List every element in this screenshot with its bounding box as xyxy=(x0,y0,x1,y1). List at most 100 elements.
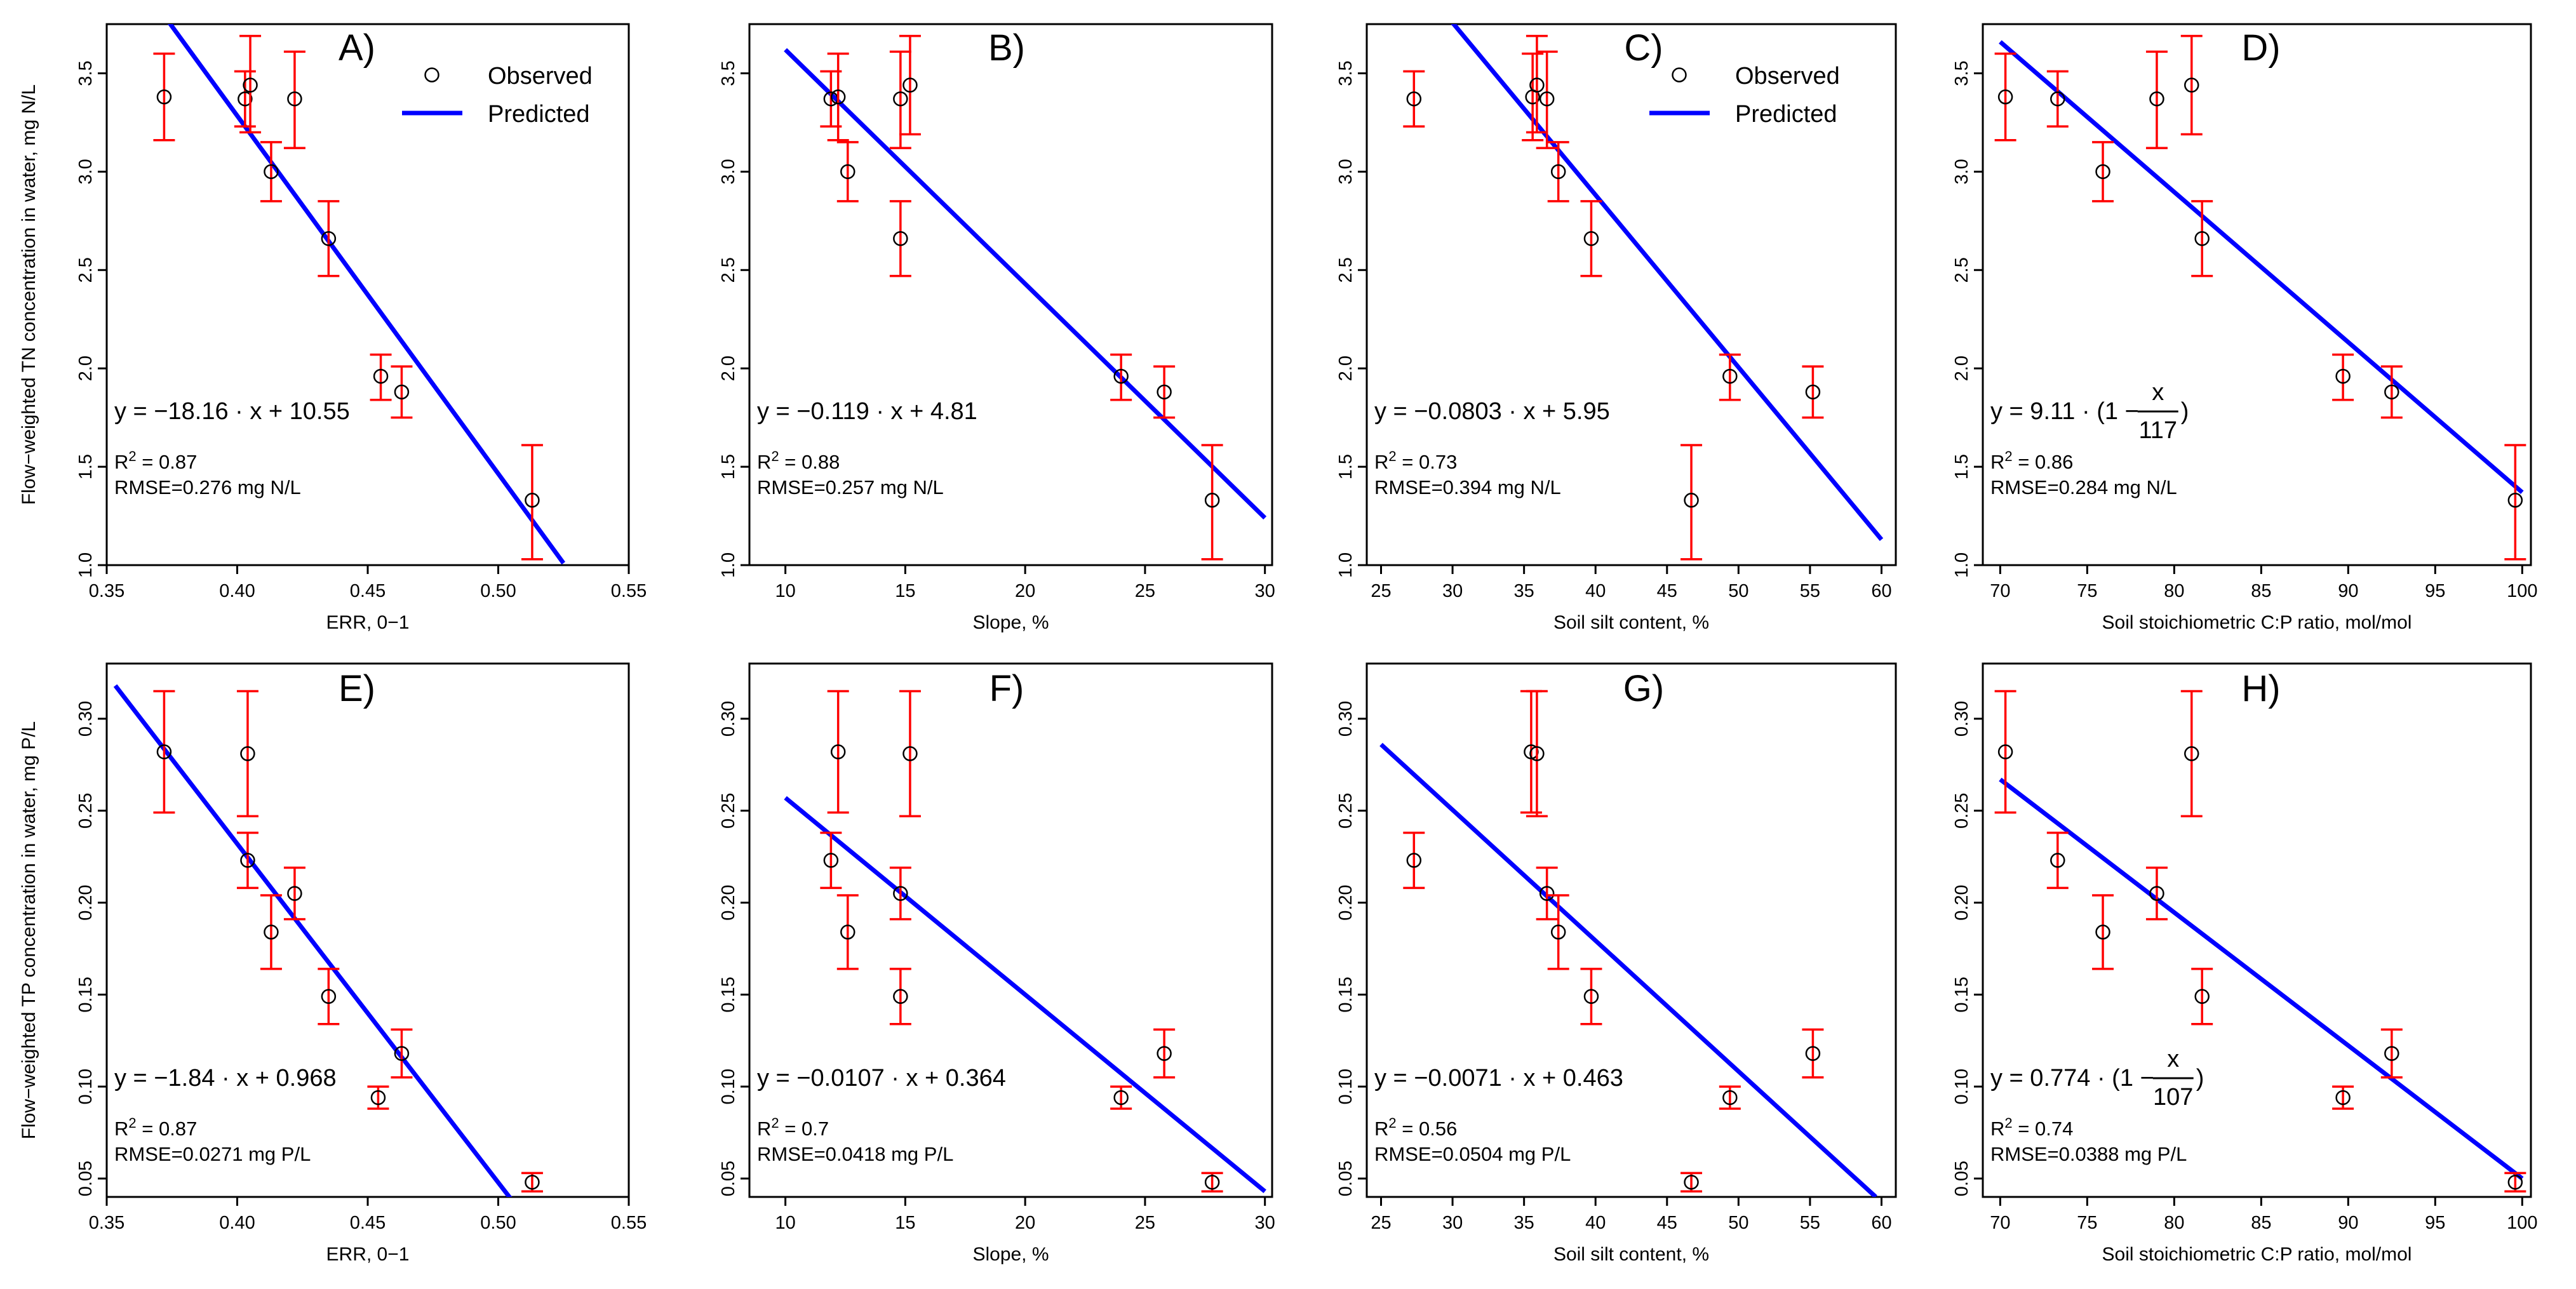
panel-g-r-squared: R2 = 0.56 xyxy=(1374,1115,1457,1140)
panel-c-errorbar xyxy=(1536,50,1558,149)
panel-c-x-tick-label: 55 xyxy=(1800,581,1820,601)
panel-b-observed-point xyxy=(1113,368,1129,384)
panel-f-x-tick-label: 20 xyxy=(1015,1213,1035,1233)
panel-h-errorbar xyxy=(2191,968,2213,1025)
panel-c-x-axis-label: Soil silt content, % xyxy=(1553,612,1709,633)
panel-b-errorbar xyxy=(836,141,859,203)
panel-a-r-squared: R2 = 0.87 xyxy=(114,448,197,474)
panel-e-errorbar xyxy=(318,968,340,1025)
panel-g-errorbar xyxy=(1719,1085,1741,1110)
panel-e-observed-point xyxy=(240,746,255,761)
panel-a-x-axis-label: ERR, 0−1 xyxy=(326,612,410,633)
panel-h-r-squared-exponent: 2 xyxy=(2004,1115,2012,1131)
panel-b-x-tick-label: 25 xyxy=(1135,581,1155,601)
panel-d-y-tick-label: 1.0 xyxy=(1952,552,1972,578)
panel-h-errorbar xyxy=(2046,831,2069,890)
panel-g-x-tick-label: 55 xyxy=(1800,1213,1820,1233)
panel-g-y-tick-label: 0.10 xyxy=(1336,1069,1356,1104)
panel-g-observed-point xyxy=(1722,1090,1738,1105)
panel-e-y-axis-label: Flow−weighted TP concentration in water,… xyxy=(18,721,39,1139)
panel-d-x-tick-label: 100 xyxy=(2507,581,2537,601)
panel-d-letter: D) xyxy=(2241,27,2280,69)
panel-g-predicted-line xyxy=(1379,742,1877,1197)
panel-d-rmse: RMSE=0.284 mg N/L xyxy=(1990,476,2177,498)
panel-h-errorbar xyxy=(2145,866,2168,921)
panel-f-rmse: RMSE=0.0418 mg P/L xyxy=(757,1143,953,1165)
panel-e-r-squared: R2 = 0.87 xyxy=(114,1115,197,1140)
panel-f-r-squared-value: = 0.7 xyxy=(779,1118,829,1140)
panel-g-observed-point xyxy=(1406,853,1422,868)
panel-c-x-tick-label: 30 xyxy=(1442,581,1463,601)
panel-a-x-tick-label: 0.40 xyxy=(219,581,255,601)
panel-c-x-tick-label: 40 xyxy=(1585,581,1606,601)
panel-d-r-squared-value: = 0.86 xyxy=(2013,451,2074,473)
panel-g: 25 30 35 40 45 50 55 60 0.05 0.10 0.15 0.20 0.25 0.30… xyxy=(1336,662,1897,1265)
panel-a-x-tick-label: 0.45 xyxy=(350,581,386,601)
panel-f-x-axis-label: Slope, % xyxy=(972,1244,1049,1265)
panel-h-letter: H) xyxy=(2241,668,2280,709)
panel-e-letter: E) xyxy=(339,668,375,709)
panel-d-equation-denominator: 117 xyxy=(2138,417,2177,444)
panel-c-x-tick-label: 25 xyxy=(1371,581,1391,601)
panel-a-equation: y = −18.16 · x + 10.55 xyxy=(114,398,350,425)
panel-f-axes-box xyxy=(748,662,1273,1198)
panel-c-observed-point xyxy=(1805,384,1821,400)
panel-d-predicted-line xyxy=(1999,40,2524,495)
panel-h-errorbar xyxy=(2380,1028,2403,1079)
panel-a-observed-point xyxy=(243,77,258,93)
panel-g-errorbar xyxy=(1547,894,1569,970)
panel-c-y-tick-label: 1.0 xyxy=(1336,552,1356,578)
panel-b-errorbar xyxy=(1153,365,1176,419)
panel-d-errorbar xyxy=(2180,34,2203,136)
panel-d-x-tick-label: 95 xyxy=(2425,581,2445,601)
panel-e-y-tick-label: 0.25 xyxy=(76,792,96,828)
panel-b-y-tick-label: 2.0 xyxy=(718,356,739,381)
panel-d-observed-point xyxy=(2335,368,2351,384)
panel-c-legend-predicted-label: Predicted xyxy=(1735,101,1837,128)
panel-h: 70 75 80 85 90 95 100 0.05 0.10 0.15 0.20 0.25 0.30 S… xyxy=(1952,662,2537,1265)
panel-h-x-tick-label: 75 xyxy=(2077,1213,2097,1233)
panel-b-errorbar xyxy=(889,200,911,277)
panel-f-y-tick-label: 0.05 xyxy=(718,1161,739,1196)
panel-b-observed-point xyxy=(902,77,918,93)
panel-d-equation-suffix: ) xyxy=(2181,398,2189,425)
panel-f-observed-point xyxy=(893,886,908,901)
panel-a-errorbar xyxy=(283,50,305,149)
panel-c-observed-point xyxy=(1684,493,1699,508)
panel-e-observed-point xyxy=(156,744,172,759)
panel-h-predicted-line xyxy=(1999,777,2524,1180)
panel-f-errorbar xyxy=(899,690,921,818)
panel-a-observed-point xyxy=(525,493,540,508)
panel-a-y-tick-label: 1.0 xyxy=(76,552,96,578)
panel-c-x-tick-label: 35 xyxy=(1514,581,1534,601)
panel-d-x-tick-label: 90 xyxy=(2338,581,2358,601)
panel-f-y-tick-label: 0.30 xyxy=(718,701,739,737)
panel-e-x-tick-label: 0.35 xyxy=(89,1213,124,1233)
panel-d-errorbar xyxy=(2332,353,2354,401)
panel-a-errorbar xyxy=(153,52,175,142)
panel-b-letter: B) xyxy=(988,27,1025,69)
panel-b-axes-box xyxy=(748,23,1273,566)
panel-f-errorbar xyxy=(889,866,911,921)
panel-g-observed-point xyxy=(1539,886,1555,901)
panel-e-observed-point xyxy=(287,886,302,901)
panel-a-x-tick-label: 0.35 xyxy=(89,581,124,601)
panel-a-errorbar xyxy=(260,141,282,203)
panel-h-axes-box xyxy=(1982,662,2532,1198)
panel-c-y-tick-label: 3.0 xyxy=(1336,159,1356,184)
panel-c-legend-observed-symbol xyxy=(1672,67,1687,83)
panel-d-observed-point xyxy=(2095,164,2110,180)
panel-a-errorbar xyxy=(239,34,262,134)
panel-g-axes-box xyxy=(1365,662,1897,1198)
panel-a-errorbar xyxy=(370,353,392,401)
panel-f-y-tick-label: 0.20 xyxy=(718,885,739,920)
panel-f-errorbar xyxy=(1110,1085,1132,1110)
panel-c-y-tick-label: 2.0 xyxy=(1336,356,1356,381)
panel-b-observed-point xyxy=(1157,384,1172,400)
panel-h-observed-point xyxy=(2384,1046,2399,1061)
panel-d-errorbar xyxy=(2046,70,2069,128)
panel-a-errorbar xyxy=(318,200,340,277)
panel-f-y-tick-label: 0.10 xyxy=(718,1069,739,1104)
panel-e-errorbar xyxy=(153,690,175,814)
